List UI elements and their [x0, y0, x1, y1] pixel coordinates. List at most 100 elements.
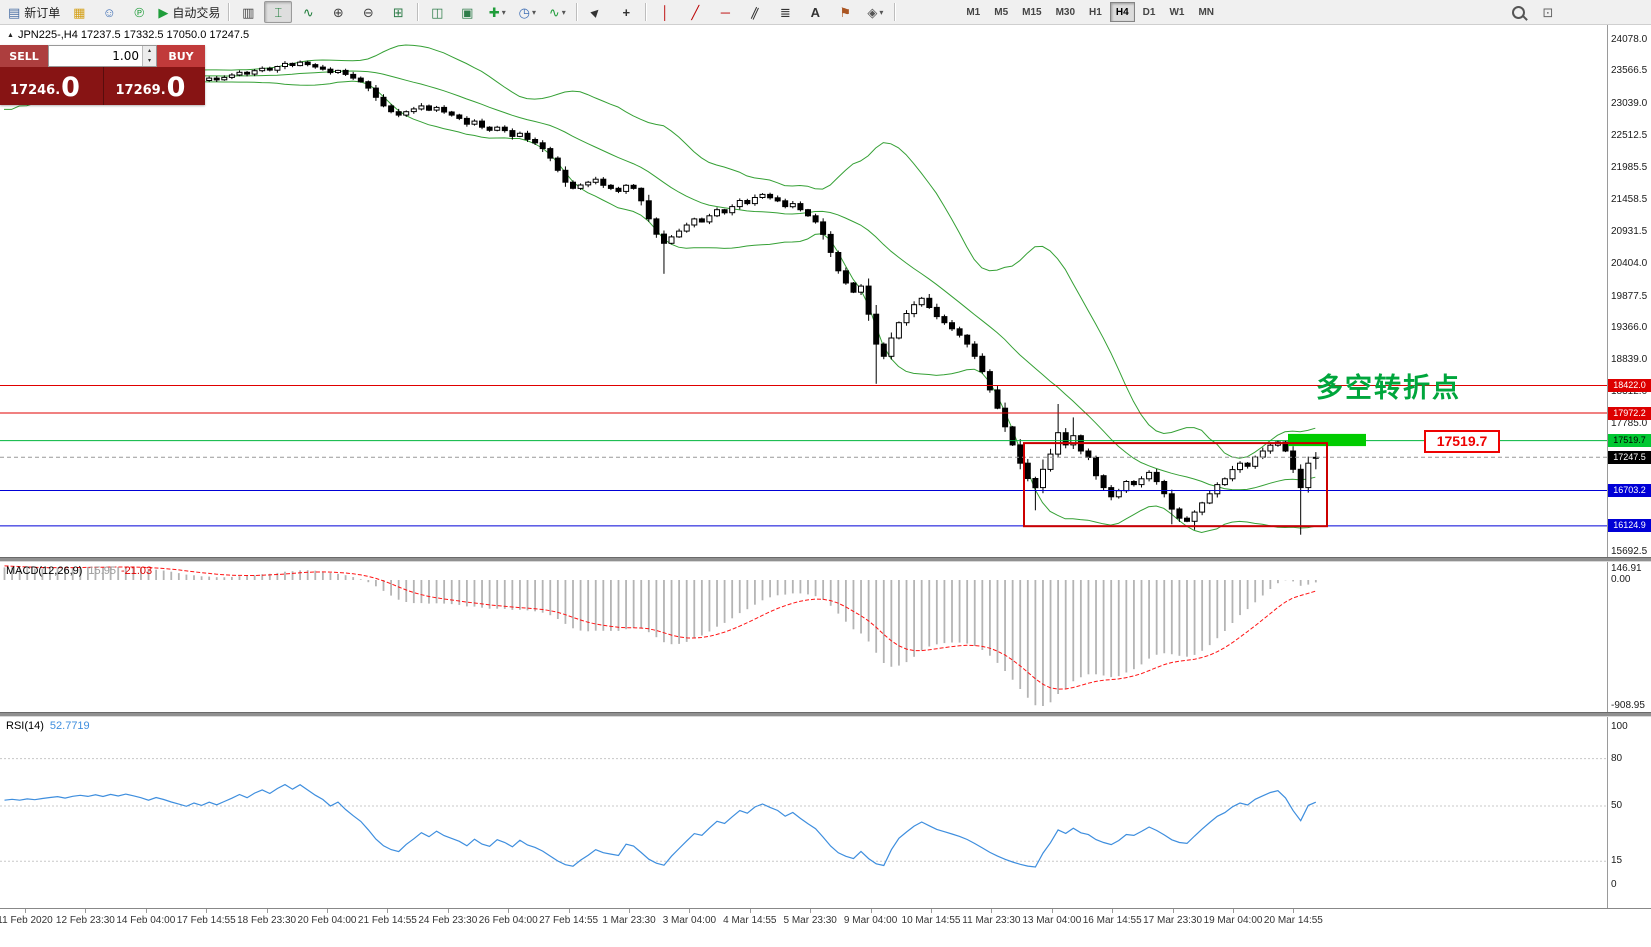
candle-body — [971, 343, 978, 357]
crosshair-button[interactable]: + — [612, 1, 640, 23]
candle-body — [372, 87, 379, 98]
time-tick — [749, 909, 751, 913]
candle-body — [873, 313, 880, 345]
search-button[interactable] — [1504, 1, 1532, 23]
timeframe-H4[interactable]: H4 — [1109, 2, 1135, 22]
timeframe-H1[interactable]: H1 — [1089, 6, 1102, 18]
candle-body — [1009, 426, 1016, 446]
auto-trading-button[interactable]: ▶ 自动交易 — [155, 1, 223, 23]
candle-body — [986, 371, 993, 391]
time-tick — [629, 909, 630, 913]
price-axis-label: 20931.5 — [1611, 226, 1648, 238]
user-button[interactable]: ☺ — [95, 1, 123, 23]
price-chart-canvas[interactable] — [0, 25, 1607, 557]
candle-body — [206, 77, 213, 81]
macd-panel: MACD(12,26,9) 15.95 -21.03 146.91 0.00 -908.… — [0, 562, 1651, 712]
panel-splitter[interactable] — [0, 557, 1651, 562]
text-label-button[interactable]: ⚑ — [831, 1, 859, 23]
price-axis[interactable]: 24078.0 23566.5 23039.0 22512.5 21985.5 21458… — [1607, 25, 1651, 557]
vertical-line-button[interactable]: │ — [651, 1, 679, 23]
time-tick — [508, 909, 510, 913]
candle-body — [949, 322, 955, 330]
buy-button[interactable]: BUY — [157, 45, 205, 67]
cursor-button[interactable]: ▶ — [582, 1, 610, 23]
zoom-out-icon: ⊖ — [362, 4, 374, 20]
candle-body — [539, 142, 546, 150]
macd-canvas[interactable] — [0, 562, 1607, 712]
auto-trading-label: 自动交易 — [172, 5, 221, 20]
turning-point-annotation[interactable]: 多空转折点 — [1316, 373, 1461, 403]
timeframe-MN[interactable]: MN — [1198, 6, 1214, 18]
volume-input[interactable] — [49, 48, 142, 64]
rsi-axis-label: 15 — [1611, 855, 1623, 867]
sell-button[interactable]: SELL — [0, 45, 48, 67]
candle-body — [463, 117, 470, 125]
price-callout-box[interactable]: 17519.7 — [1424, 430, 1500, 453]
candle-body — [1161, 481, 1168, 495]
tile-windows-icon: ⊞ — [392, 4, 404, 20]
files-button[interactable]: ▦ — [65, 1, 93, 23]
candle-body — [388, 105, 395, 113]
buy-price-display[interactable]: 17269. 0 — [102, 67, 206, 105]
rsi-axis[interactable]: 100 80 50 15 0 — [1607, 717, 1651, 908]
timeframe-M15[interactable]: M15 — [1022, 6, 1042, 18]
profiles-button[interactable]: ◷ ▾ — [513, 1, 541, 23]
candle-body — [698, 218, 705, 223]
indicators-button[interactable]: ∿ ▾ — [543, 1, 571, 23]
volume-up-button[interactable]: ▴ — [143, 46, 156, 56]
cascade-windows-button[interactable]: ▣ — [453, 1, 481, 23]
macd-axis[interactable]: 146.91 0.00 -908.95 — [1607, 562, 1651, 712]
toolbar-separator — [228, 3, 230, 21]
bars-chart-button[interactable]: ▥ — [234, 1, 262, 23]
candle-body — [509, 130, 516, 137]
timeframe-M30[interactable]: M30 — [1055, 6, 1076, 18]
candle-body — [570, 181, 576, 189]
macd-axis-label: -908.95 — [1611, 700, 1645, 711]
fibonacci-button[interactable]: ≣ — [771, 1, 799, 23]
zoom-in-button[interactable]: ⊕ — [324, 1, 352, 23]
timeframe-D1[interactable]: D1 — [1142, 6, 1156, 18]
macd-main-value: 15.95 — [88, 565, 116, 577]
volume-down-button[interactable]: ▾ — [143, 56, 156, 66]
time-tick — [85, 909, 87, 913]
horizontal-line-button[interactable]: ─ — [711, 1, 739, 23]
candle-body — [213, 77, 220, 81]
text-button[interactable]: A — [801, 1, 829, 23]
sell-price-display[interactable]: 17246. 0 — [0, 67, 103, 105]
candlestick-chart-button[interactable]: ⌶ — [264, 1, 293, 23]
timeframe-M5[interactable]: M5 — [994, 6, 1009, 18]
panel-splitter[interactable] — [0, 712, 1651, 717]
candle-body — [1252, 456, 1259, 467]
red-rectangle-object[interactable] — [1023, 442, 1328, 528]
zoom-out-button[interactable]: ⊖ — [354, 1, 382, 23]
shapes-button[interactable]: ◈ ▾ — [861, 1, 889, 23]
time-axis-label: 17 Mar 23:30 — [1143, 915, 1203, 926]
timeframe-M1[interactable]: M1 — [966, 6, 981, 18]
candle-body — [918, 297, 925, 306]
arrange-windows-button[interactable]: ◫ — [423, 1, 451, 23]
community-button[interactable]: ℗ — [125, 1, 153, 23]
time-tick — [870, 909, 872, 913]
time-axis-label: 27 Feb 14:55 — [539, 915, 599, 926]
tile-windows-button[interactable]: ⊞ — [384, 1, 412, 23]
new-chart-button[interactable]: ✚ ▾ — [483, 1, 511, 23]
new-order-button[interactable]: ▤ 新订单 — [5, 1, 63, 23]
macd-signal-value: -21.03 — [120, 565, 153, 577]
rsi-canvas[interactable] — [0, 717, 1607, 908]
time-axis-label: 18 Feb 23:30 — [237, 915, 297, 926]
trendline-button[interactable]: ╱ — [681, 1, 709, 23]
candle-body — [547, 148, 554, 159]
candle-body — [668, 236, 675, 244]
time-axis-label: 4 Mar 14:55 — [723, 915, 777, 926]
candle-body — [842, 270, 849, 284]
candle-body — [1100, 475, 1107, 489]
chart-symbol-header: ▲ JPN225-,H4 17237.5 17332.5 17050.0 172… — [7, 29, 249, 41]
candle-body — [751, 197, 758, 205]
time-axis-label: 3 Mar 04:00 — [662, 915, 717, 926]
equidistant-channel-button[interactable]: ∥ — [741, 1, 769, 23]
timeframe-W1[interactable]: W1 — [1169, 6, 1185, 18]
line-chart-button[interactable]: ∿ — [294, 1, 322, 23]
time-axis[interactable]: 11 Feb 2020 12 Feb 23:30 14 Feb 04:00 17 Fe… — [0, 908, 1651, 947]
price-axis-label: 21458.5 — [1611, 194, 1648, 205]
layout-button[interactable]: ⊡ — [1534, 1, 1562, 23]
